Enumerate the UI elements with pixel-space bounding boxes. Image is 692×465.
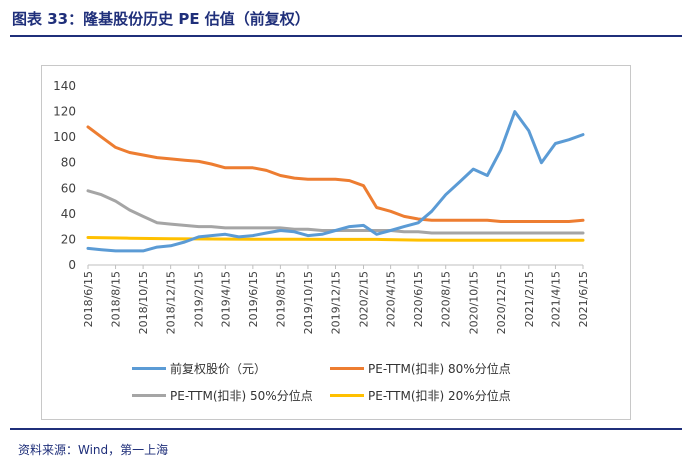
legend-label-price: 前复权股价（元） — [170, 362, 267, 376]
y-tick-label: 0 — [68, 258, 76, 272]
x-tick-label: 2020/6/15 — [412, 271, 425, 327]
legend-swatch-pe50 — [132, 394, 166, 397]
figure-title: 图表 33：隆基股份历史 PE 估值（前复权） — [12, 10, 310, 28]
y-tick-label: 140 — [53, 79, 76, 93]
legend-swatch-price — [132, 367, 166, 370]
x-tick-label: 2019/6/15 — [247, 271, 260, 327]
y-tick-label: 60 — [61, 181, 76, 195]
legend-swatch-pe80 — [330, 367, 364, 370]
legend-label-pe20: PE-TTM(扣非) 20%分位点 — [368, 389, 511, 403]
y-tick-label: 120 — [53, 105, 76, 119]
x-tick-label: 2019/4/15 — [219, 271, 232, 327]
source-note: 资料来源：Wind，第一上海 — [18, 443, 169, 457]
x-tick-label: 2020/12/15 — [495, 271, 508, 334]
legend-item-pe50: PE-TTM(扣非) 50%分位点 — [132, 387, 313, 404]
legend-swatch-pe20 — [330, 394, 364, 397]
x-tick-label: 2019/2/15 — [193, 271, 206, 327]
x-tick-label: 2020/10/15 — [467, 271, 480, 334]
series-line-pe20 — [86, 236, 585, 242]
legend-label-pe80: PE-TTM(扣非) 80%分位点 — [368, 362, 511, 376]
y-tick-label: 100 — [53, 130, 76, 144]
x-tick-label: 2020/2/15 — [358, 271, 371, 327]
x-tick-label: 2018/10/15 — [137, 271, 150, 334]
x-tick-label: 2019/10/15 — [302, 271, 315, 334]
series-line-price — [86, 110, 585, 253]
x-tick-label: 2021/2/15 — [523, 271, 536, 327]
x-tick-label: 2018/12/15 — [165, 271, 178, 334]
title-underline — [10, 35, 682, 37]
series-line-pe50 — [86, 189, 585, 235]
x-tick-label: 2020/4/15 — [385, 271, 398, 327]
y-tick-label: 20 — [61, 232, 76, 246]
x-tick-label: 2021/6/15 — [577, 271, 590, 327]
y-tick-label: 40 — [61, 207, 76, 221]
legend-item-price: 前复权股价（元） — [132, 360, 266, 377]
legend-item-pe20: PE-TTM(扣非) 20%分位点 — [330, 387, 511, 404]
x-tick-label: 2018/8/15 — [110, 271, 123, 327]
footer-rule — [10, 428, 682, 430]
chart-frame — [41, 65, 631, 420]
x-tick-label: 2019/12/15 — [330, 271, 343, 334]
x-tick-label: 2020/8/15 — [440, 271, 453, 327]
y-tick-label: 80 — [61, 156, 76, 170]
x-tick-label: 2018/6/15 — [82, 271, 95, 327]
legend-item-pe80: PE-TTM(扣非) 80%分位点 — [330, 360, 511, 377]
x-tick-label: 2021/4/15 — [549, 271, 562, 327]
legend-label-pe50: PE-TTM(扣非) 50%分位点 — [170, 389, 313, 403]
x-tick-label: 2019/8/15 — [274, 271, 287, 327]
series-line-pe80 — [86, 125, 585, 223]
